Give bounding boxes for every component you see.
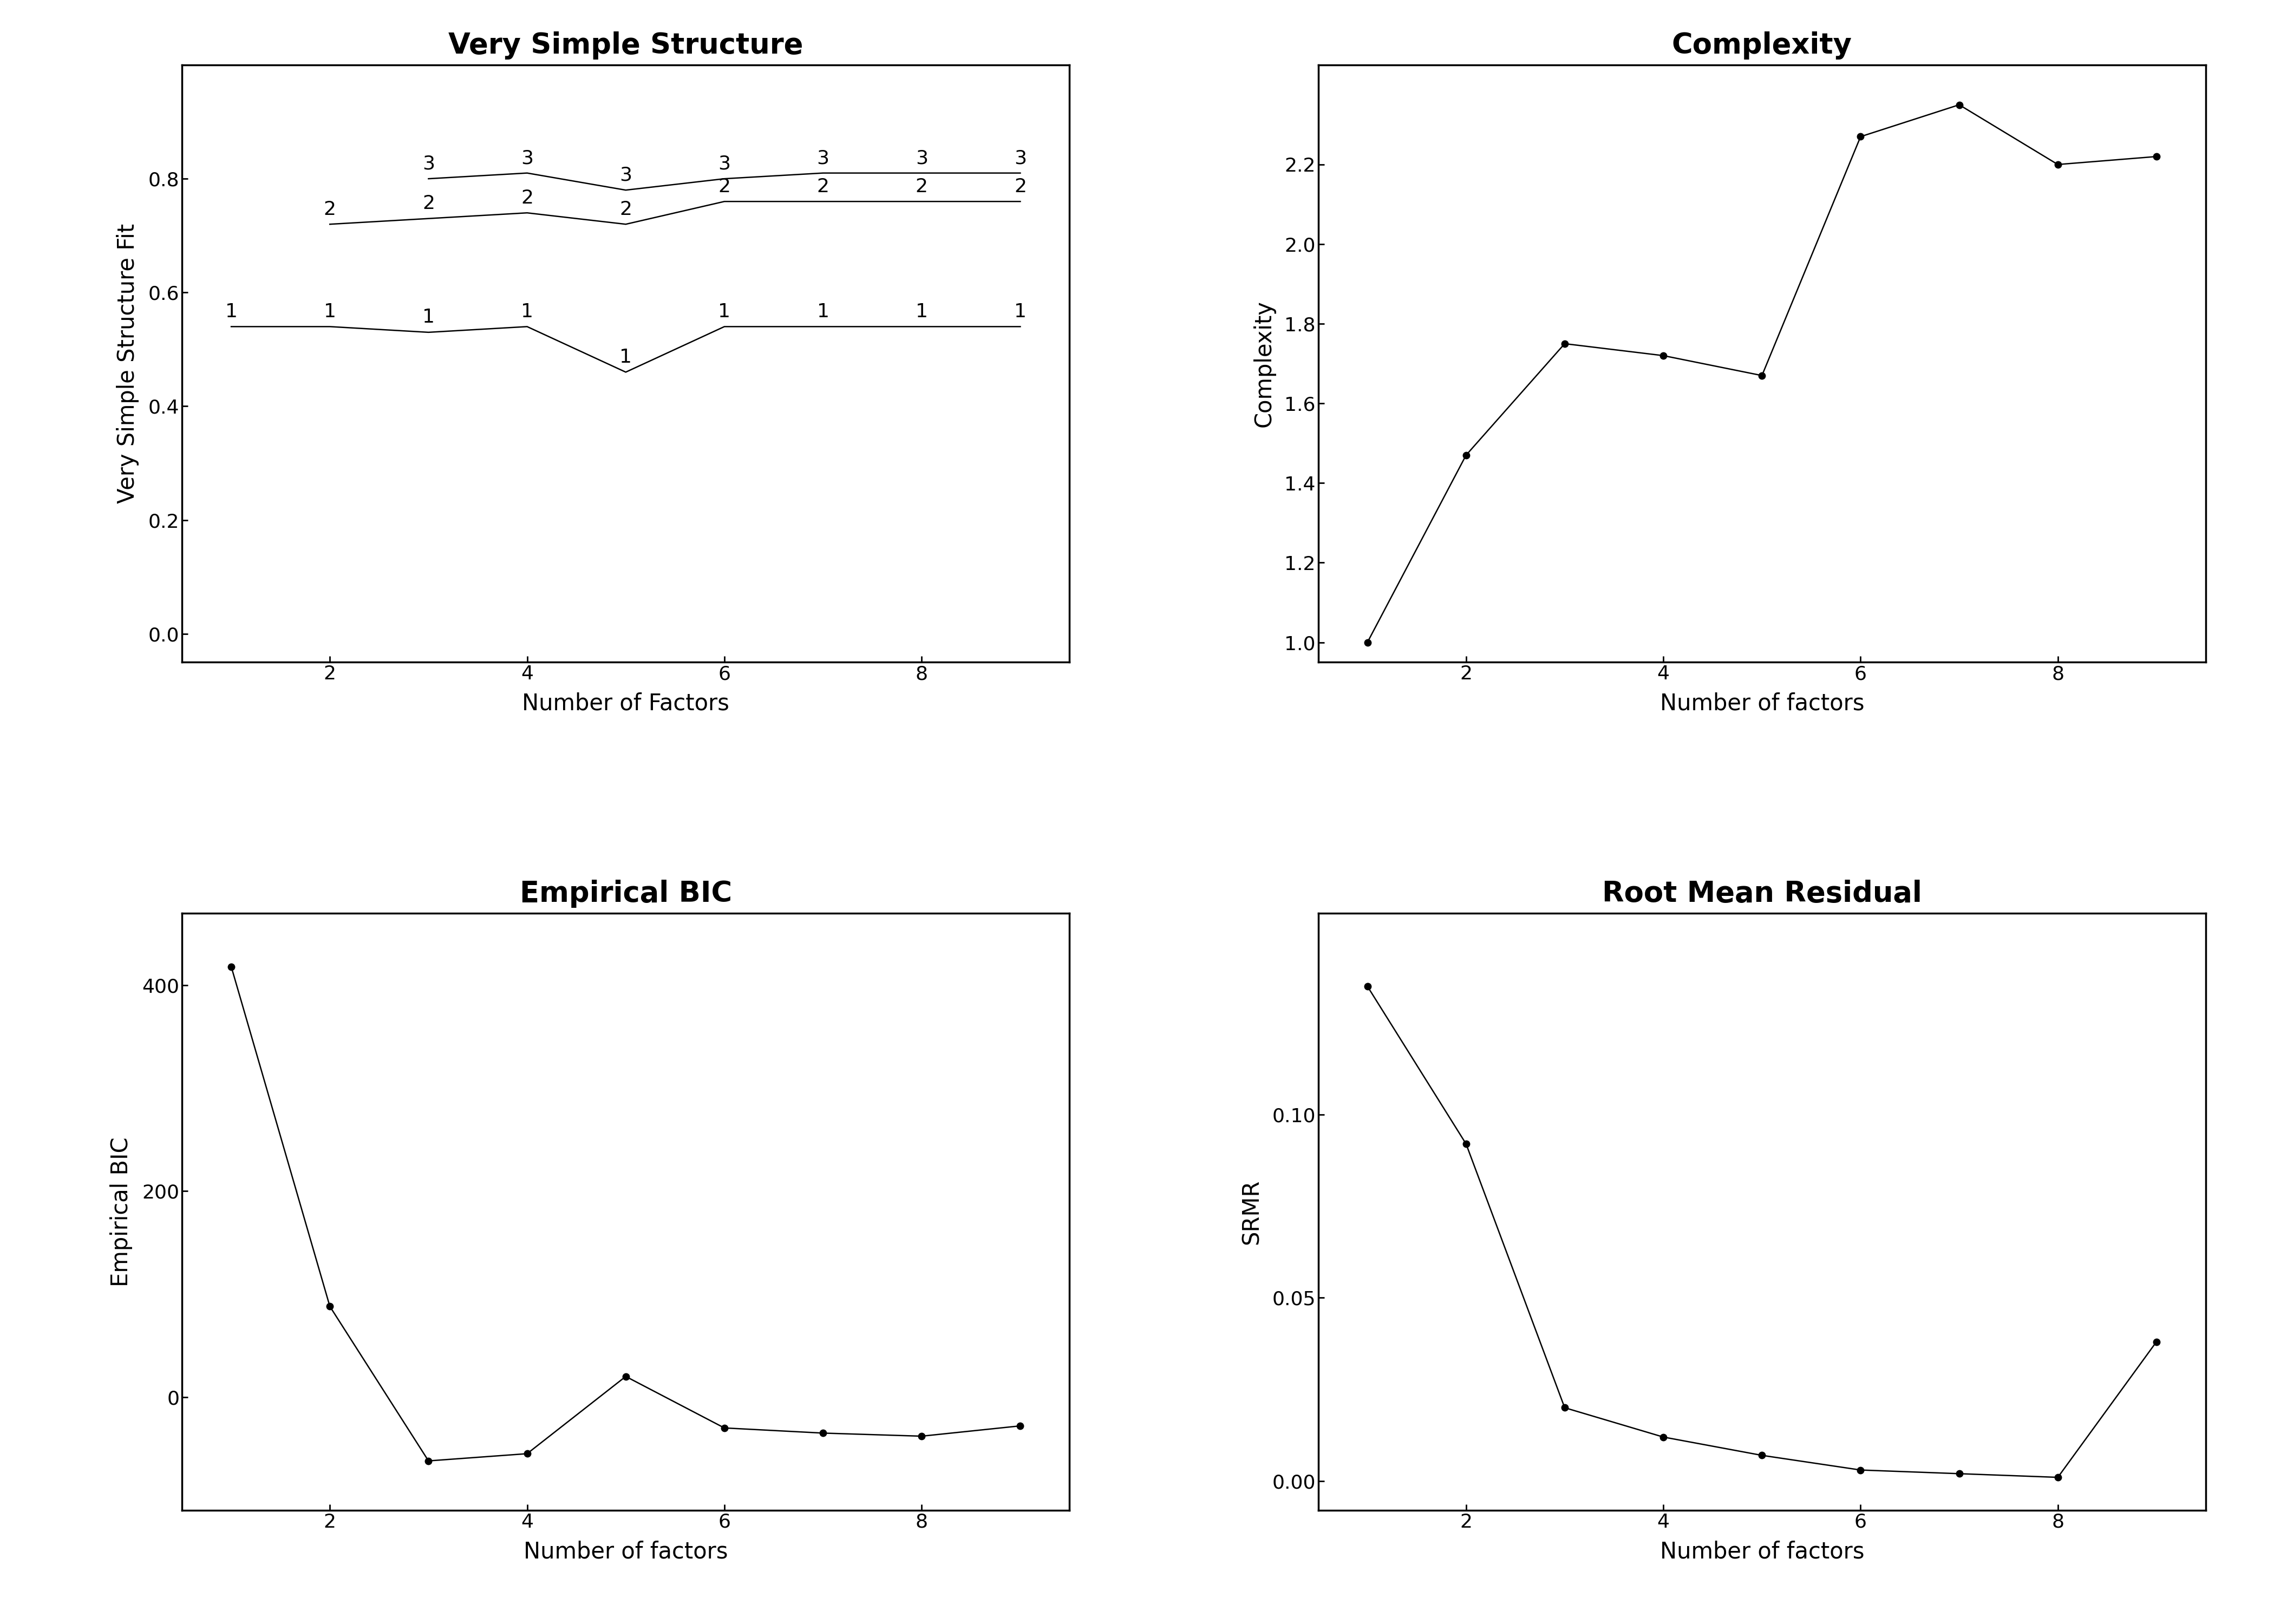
Text: 1: 1 (423, 309, 434, 326)
Title: Complexity: Complexity (1671, 31, 1851, 60)
X-axis label: Number of Factors: Number of Factors (523, 692, 730, 715)
Text: 3: 3 (423, 154, 434, 174)
Text: 2: 2 (521, 188, 534, 208)
Text: 2: 2 (719, 177, 730, 197)
Text: 3: 3 (521, 149, 534, 167)
Text: 1: 1 (521, 302, 534, 322)
Text: 1: 1 (1014, 302, 1026, 322)
Y-axis label: Complexity: Complexity (1253, 300, 1276, 427)
X-axis label: Number of factors: Number of factors (523, 1541, 728, 1564)
Title: Very Simple Structure: Very Simple Structure (448, 31, 803, 60)
Text: 2: 2 (916, 177, 928, 197)
Text: 1: 1 (619, 348, 632, 367)
Y-axis label: Empirical BIC: Empirical BIC (109, 1137, 132, 1286)
Text: 2: 2 (619, 200, 632, 219)
Text: 1: 1 (719, 302, 730, 322)
Y-axis label: Very Simple Structure Fit: Very Simple Structure Fit (116, 224, 139, 503)
Text: 3: 3 (1014, 149, 1026, 167)
Text: 3: 3 (816, 149, 830, 167)
Title: Empirical BIC: Empirical BIC (518, 880, 732, 908)
Y-axis label: SRMR: SRMR (1239, 1179, 1262, 1244)
Text: 3: 3 (916, 149, 928, 167)
Text: 2: 2 (816, 177, 830, 197)
Text: 2: 2 (323, 200, 337, 219)
X-axis label: Number of factors: Number of factors (1660, 1541, 1865, 1564)
Text: 2: 2 (1014, 177, 1026, 197)
X-axis label: Number of factors: Number of factors (1660, 692, 1865, 715)
Text: 1: 1 (916, 302, 928, 322)
Title: Root Mean Residual: Root Mean Residual (1601, 880, 1922, 908)
Text: 3: 3 (619, 166, 632, 185)
Text: 1: 1 (323, 302, 337, 322)
Text: 1: 1 (225, 302, 236, 322)
Text: 2: 2 (423, 195, 434, 213)
Text: 3: 3 (719, 154, 730, 174)
Text: 1: 1 (816, 302, 830, 322)
